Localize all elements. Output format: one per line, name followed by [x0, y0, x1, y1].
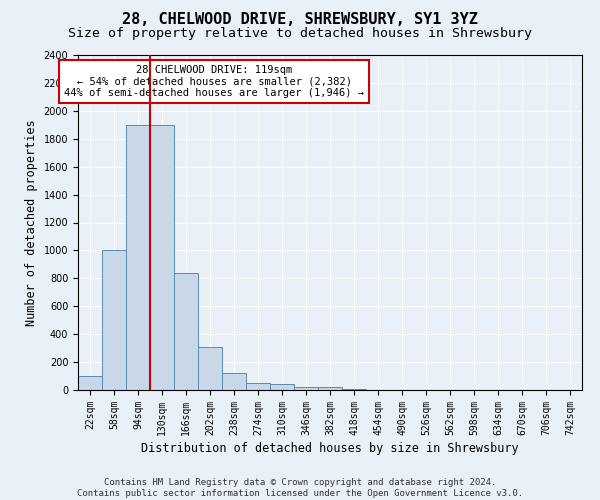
Bar [102, 250, 126, 390]
Bar [126, 125, 150, 390]
Text: Size of property relative to detached houses in Shrewsbury: Size of property relative to detached ho… [68, 28, 532, 40]
Bar [222, 373, 246, 390]
Bar [342, 388, 366, 390]
Bar [174, 273, 198, 390]
Bar [294, 386, 318, 390]
Bar [198, 346, 222, 390]
X-axis label: Distribution of detached houses by size in Shrewsbury: Distribution of detached houses by size … [141, 442, 519, 455]
Bar [246, 383, 270, 390]
Bar [318, 387, 342, 390]
Bar [150, 125, 174, 390]
Text: Contains HM Land Registry data © Crown copyright and database right 2024.
Contai: Contains HM Land Registry data © Crown c… [77, 478, 523, 498]
Text: 28 CHELWOOD DRIVE: 119sqm
← 54% of detached houses are smaller (2,382)
44% of se: 28 CHELWOOD DRIVE: 119sqm ← 54% of detac… [64, 65, 364, 98]
Bar [78, 376, 102, 390]
Y-axis label: Number of detached properties: Number of detached properties [25, 119, 38, 326]
Bar [270, 384, 294, 390]
Text: 28, CHELWOOD DRIVE, SHREWSBURY, SY1 3YZ: 28, CHELWOOD DRIVE, SHREWSBURY, SY1 3YZ [122, 12, 478, 28]
